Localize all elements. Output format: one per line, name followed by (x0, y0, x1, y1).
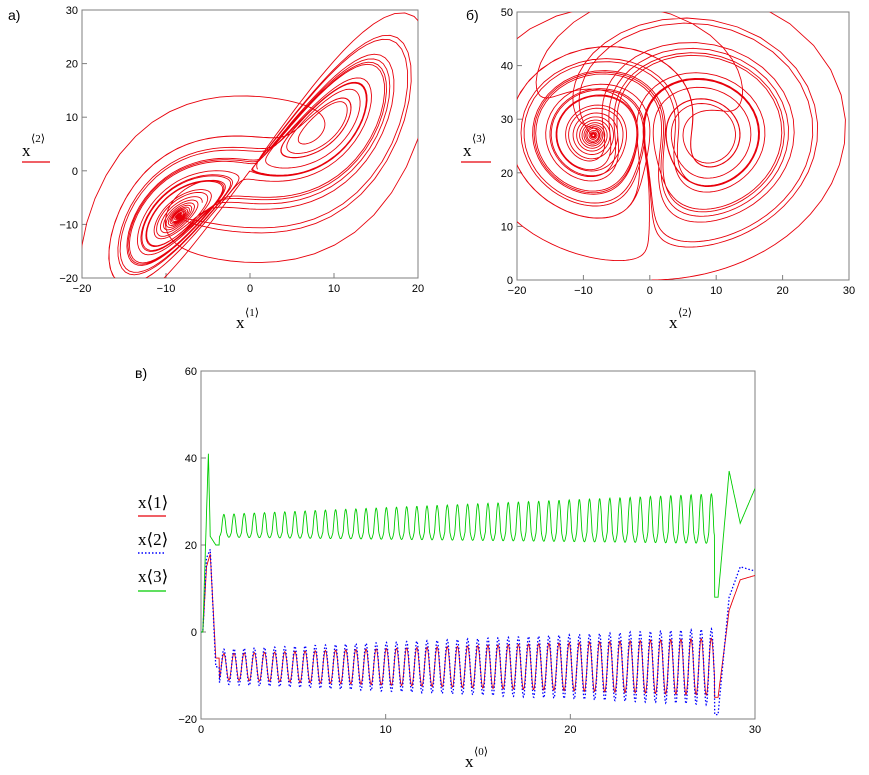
x-tick-label: −10 (157, 283, 176, 295)
legend-x3-label: x⟨3⟩ (138, 567, 168, 586)
x-tick-label: 0 (247, 283, 253, 295)
chart-b-xlabel-sup: ⟨2⟩ (678, 307, 692, 319)
chart-b-xlabel: x (669, 313, 678, 332)
chart-b: б) −20 −10 0 10 20 30 0 10 20 30 40 50 x ⟨3⟩ x ⟨2⟩ (461, 7, 855, 332)
y-tick-label: 30 (66, 5, 78, 17)
chart-c-series (201, 453, 755, 716)
chart-b-y-axis-label: x ⟨3⟩ (461, 133, 491, 163)
x-tick-label: −10 (574, 285, 593, 297)
legend-x2-label: x⟨2⟩ (138, 530, 168, 549)
chart-c-frame (200, 370, 756, 720)
chart-a-panel-label: а) (8, 7, 20, 23)
y-tick-label: −20 (178, 714, 197, 726)
y-tick-label: 20 (185, 540, 197, 552)
legend-x1-label: x⟨1⟩ (138, 493, 168, 512)
y-tick-label: 10 (501, 221, 513, 233)
chart-b-x-axis-label: x ⟨2⟩ (669, 307, 692, 332)
chart-a-frame (81, 9, 419, 279)
series-line-x2-x3 (517, 12, 846, 280)
x-tick-label: 20 (776, 285, 788, 297)
chart-a-series-x1-x2 (82, 12, 418, 278)
chart-b-series-x2-x3 (517, 12, 846, 280)
y-tick-label: 0 (507, 275, 513, 287)
chart-a-ylabel-sup: ⟨2⟩ (31, 133, 45, 145)
x-tick-label: −20 (508, 285, 527, 297)
x-tick-label: 10 (380, 724, 392, 736)
y-tick-label: 50 (501, 7, 513, 19)
y-tick-label: −20 (59, 273, 78, 285)
chart-b-ticks: −20 −10 0 10 20 30 0 10 20 30 40 50 (501, 7, 855, 297)
chart-b-ylabel-sup: ⟨3⟩ (472, 133, 486, 145)
y-tick-label: 40 (501, 61, 513, 73)
chart-c-x-axis-label: x ⟨0⟩ (465, 746, 488, 771)
chart-a-xlabel-sup: ⟨1⟩ (245, 307, 259, 319)
chart-b-panel-label: б) (466, 7, 479, 23)
chart-a-ticks: −20 −10 0 10 20 −20 −10 0 10 20 30 (59, 5, 424, 295)
x-tick-label: 0 (647, 285, 653, 297)
y-tick-label: −10 (59, 219, 78, 231)
chart-a-xlabel: x (236, 313, 245, 332)
y-tick-label: 0 (191, 627, 197, 639)
x-tick-label: 10 (328, 283, 340, 295)
chart-a-x-axis-label: x ⟨1⟩ (236, 307, 259, 332)
x-tick-label: 30 (749, 724, 761, 736)
x-tick-label: −20 (73, 283, 92, 295)
x-tick-label: 10 (710, 285, 722, 297)
series-line-x3 (201, 453, 755, 633)
chart-a-y-axis-label: x ⟨2⟩ (22, 133, 50, 163)
y-tick-label: 10 (66, 112, 78, 124)
chart-c-xlabel: x (465, 752, 474, 771)
chart-b-frame (516, 11, 850, 281)
x-tick-label: 20 (564, 724, 576, 736)
y-tick-label: 20 (66, 59, 78, 71)
x-tick-label: 30 (843, 285, 855, 297)
chart-a-ylabel: x (22, 141, 31, 160)
chart-c-legend: x⟨1⟩ x⟨2⟩ x⟨3⟩ (138, 493, 168, 592)
y-tick-label: 60 (185, 366, 197, 378)
y-tick-label: 0 (72, 166, 78, 178)
y-tick-label: 20 (501, 168, 513, 180)
series-line-x1-x2 (82, 12, 418, 278)
chart-b-ylabel: x (463, 141, 472, 160)
series-line-x1 (201, 553, 755, 698)
x-tick-label: 20 (412, 283, 424, 295)
x-tick-label: 0 (198, 724, 204, 736)
series-line-x2 (201, 549, 755, 716)
y-tick-label: 30 (501, 114, 513, 126)
chart-a: а) −20 −10 0 10 20 −20 −10 0 10 20 30 x ⟨2⟩ x ⟨1⟩ (8, 5, 424, 332)
chart-c-panel-label: в) (135, 365, 147, 381)
y-tick-label: 40 (185, 453, 197, 465)
chart-c-xlabel-sup: ⟨0⟩ (474, 746, 488, 758)
